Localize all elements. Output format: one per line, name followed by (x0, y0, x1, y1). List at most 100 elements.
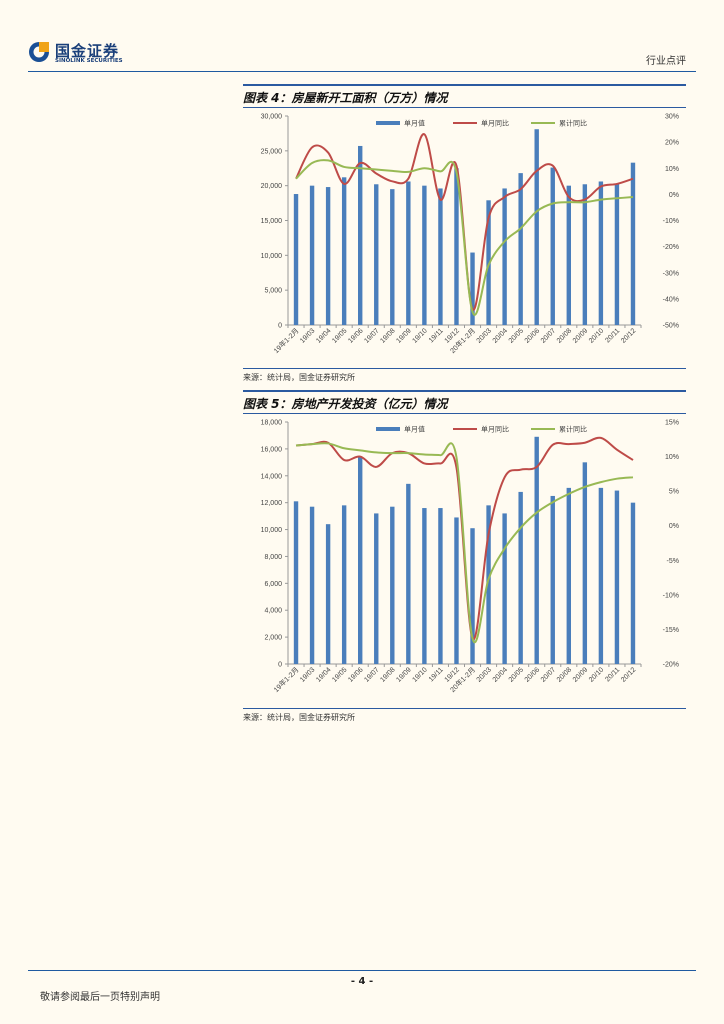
bar (614, 183, 620, 325)
figure-5-title-rule (243, 413, 686, 414)
bar (309, 506, 315, 664)
bar (598, 487, 604, 664)
y2-tick-label: 5% (669, 489, 679, 496)
bar (358, 145, 363, 325)
x-tick-label: 19/10 (411, 666, 428, 683)
footer-divider (28, 970, 696, 971)
y2-tick-label: 0% (669, 523, 679, 530)
bar (422, 508, 427, 664)
bar (582, 184, 588, 325)
bar (614, 490, 620, 664)
bar (582, 462, 588, 664)
chart-new-construction-svg: 0 5,000 10,000 15,000 20,000 25,000 30,000 -50%… (261, 114, 679, 355)
x-tick-label: 20/09 (572, 666, 589, 683)
y2-tick-label: 20% (665, 140, 679, 147)
x-tick-label: 19/11 (428, 327, 445, 344)
bar (438, 508, 443, 664)
y-tick-label: 0 (278, 662, 282, 669)
y2-tick-label: 30% (665, 114, 679, 121)
bar (390, 189, 395, 325)
bar (454, 168, 459, 325)
x-tick-label: 20/05 (508, 327, 525, 344)
bar (502, 188, 507, 325)
x-tick-label: 19年1-2月 (272, 326, 301, 355)
chart-development-investment-svg: 0 2,000 4,000 6,000 8,000 10,000 12,000 14,000 1… (261, 420, 679, 694)
x-tick-label: 19/11 (428, 666, 445, 683)
x-tick-label: 19/09 (395, 327, 412, 344)
bar (470, 528, 475, 664)
bar (374, 513, 379, 664)
x-tick-label: 20/10 (588, 666, 605, 683)
figure-5-title: 图表 5：房地产开发投资（亿元）情况 (243, 397, 448, 411)
y2-tick-label: -15% (663, 627, 679, 634)
chart-development-investment: 0 2,000 4,000 6,000 8,000 10,000 12,000 14,000 1… (243, 414, 686, 707)
bar (406, 483, 411, 664)
y2-tick-label: -10% (663, 218, 679, 225)
series-line-cumulative-yoy (295, 159, 634, 316)
legend-swatch (376, 427, 400, 431)
y-tick-label: 10,000 (261, 527, 283, 534)
bar (325, 524, 331, 664)
legend-label: 单月值 (404, 425, 425, 434)
x-tick-label: 20/08 (556, 666, 573, 683)
x-tick-label: 19/04 (315, 327, 332, 344)
company-logo: 国金证券 SINOLINK SECURITIES (28, 40, 132, 70)
x-tick-label: 20/12 (620, 666, 637, 683)
bar (550, 495, 555, 664)
y-tick-label: 0 (278, 323, 282, 330)
x-tick-label: 20/10 (588, 327, 605, 344)
figure-5-source: 来源：统计局，国金证券研究所 (243, 713, 355, 722)
y2-tick-label: -40% (663, 296, 679, 303)
y2-tick-label: -10% (663, 592, 679, 599)
legend-swatch (376, 121, 400, 125)
legend-label: 累计同比 (559, 425, 587, 434)
x-tick-label: 19/07 (363, 666, 380, 683)
y2-tick-label: 10% (665, 166, 679, 173)
x-tick-label: 20/07 (540, 327, 557, 344)
bar (502, 513, 507, 664)
x-tick-label: 19/06 (347, 666, 364, 683)
y-tick-label: 16,000 (261, 446, 283, 453)
bar (630, 502, 636, 664)
x-tick-label: 20/12 (620, 327, 637, 344)
x-tick-label: 20/11 (604, 666, 621, 683)
bar (454, 517, 459, 664)
x-tick-label: 19/05 (331, 666, 348, 683)
x-tick-label: 20/03 (476, 666, 493, 683)
x-tick-label: 20/06 (524, 666, 541, 683)
bar (390, 506, 395, 664)
y-tick-label: 5,000 (264, 288, 282, 295)
y-tick-label: 10,000 (261, 253, 283, 260)
y-tick-label: 30,000 (261, 114, 283, 121)
bar (598, 181, 604, 325)
section-label: 行业点评 (646, 56, 686, 67)
bar (438, 188, 443, 325)
y2-tick-label: 0% (669, 192, 679, 199)
series-line-cumulative-yoy (295, 442, 634, 643)
y-tick-label: 25,000 (261, 148, 283, 155)
bar (566, 185, 571, 325)
legend-label: 累计同比 (559, 119, 587, 128)
figure-4-top-rule (243, 84, 686, 86)
chart-new-construction: 0 5,000 10,000 15,000 20,000 25,000 30,000 -50%… (243, 108, 686, 368)
x-tick-label: 20/03 (476, 327, 493, 344)
bar (470, 252, 475, 325)
header-divider (28, 71, 696, 72)
legend-label: 单月值 (404, 119, 425, 128)
bar (518, 173, 523, 325)
bar (309, 185, 315, 325)
y2-tick-label: -5% (667, 558, 679, 565)
y2-tick-label: -30% (663, 270, 679, 277)
y-tick-label: 15,000 (261, 218, 283, 225)
x-tick-label: 19/05 (331, 327, 348, 344)
bar (374, 184, 379, 325)
figure-5-bottom-rule (243, 708, 686, 709)
x-tick-label: 19/09 (395, 666, 412, 683)
bar (486, 505, 491, 664)
x-tick-label: 20/05 (508, 666, 525, 683)
x-tick-label: 19/03 (299, 666, 316, 683)
sinolink-logo-icon (29, 42, 49, 62)
y-tick-label: 14,000 (261, 473, 283, 480)
bar (550, 167, 555, 325)
legend-label: 单月同比 (481, 119, 509, 128)
